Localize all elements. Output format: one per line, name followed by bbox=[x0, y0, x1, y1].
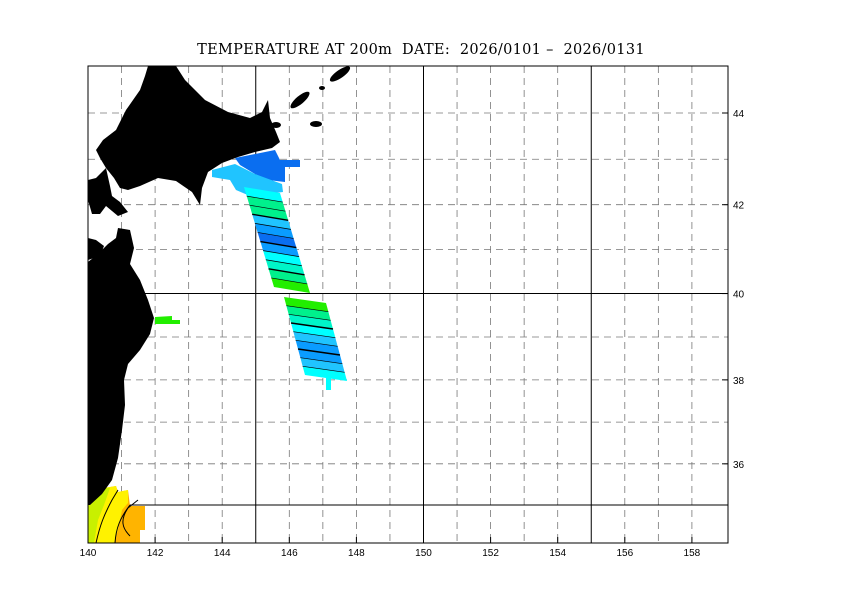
y-tick-label: 40 bbox=[733, 290, 745, 301]
kuril-island bbox=[329, 66, 351, 82]
south-transect-cell bbox=[284, 297, 329, 312]
south-transect-cell bbox=[298, 349, 343, 364]
x-tick-label: 150 bbox=[415, 548, 432, 559]
south-transect-cell bbox=[293, 331, 338, 347]
y-tick-label: 44 bbox=[733, 109, 745, 120]
north-transect-cell bbox=[246, 196, 286, 212]
x-tick-label: 146 bbox=[281, 548, 298, 559]
plot-frame bbox=[87, 65, 729, 544]
y-tick-label: 42 bbox=[733, 201, 745, 212]
field-patch bbox=[155, 316, 180, 324]
x-tick-label: 152 bbox=[482, 548, 499, 559]
north-transect-cell bbox=[257, 232, 297, 248]
contour-line bbox=[297, 348, 341, 356]
south-transect-cell bbox=[300, 357, 345, 373]
contour-line bbox=[257, 232, 294, 239]
contour-line bbox=[302, 365, 345, 373]
kuril-island bbox=[271, 122, 281, 128]
hokkaido bbox=[96, 66, 280, 205]
north-transect-cell bbox=[260, 241, 300, 257]
temperature-field bbox=[88, 150, 347, 543]
grid-lines bbox=[88, 66, 728, 543]
y-tick-label: 38 bbox=[733, 376, 745, 387]
contour-line bbox=[286, 305, 329, 313]
north-transect-cell bbox=[244, 187, 283, 203]
contour-line bbox=[295, 339, 338, 347]
north-transect-cell bbox=[254, 223, 294, 239]
contour-line bbox=[122, 499, 139, 537]
oshima-peninsula bbox=[88, 168, 128, 216]
contour-line bbox=[95, 489, 119, 543]
contour-line bbox=[260, 240, 297, 249]
contour-line bbox=[246, 195, 283, 203]
field-patch bbox=[212, 164, 283, 196]
south-transect-cell bbox=[286, 305, 331, 321]
field-patch bbox=[235, 150, 300, 182]
north-transect-cell bbox=[263, 250, 302, 266]
kuril-island bbox=[290, 91, 310, 109]
contour-line bbox=[249, 204, 286, 212]
contour-line bbox=[268, 268, 305, 276]
south-transect-cell bbox=[295, 340, 340, 355]
x-tick-label: 156 bbox=[616, 548, 633, 559]
y-tick-label: 36 bbox=[733, 460, 745, 471]
kuril-island bbox=[310, 121, 322, 127]
chart-title: TEMPERATURE AT 200m DATE: 2026/0101 – 20… bbox=[197, 42, 645, 58]
contour-line bbox=[263, 250, 300, 257]
shimokita bbox=[88, 238, 104, 260]
land-mass bbox=[88, 66, 351, 505]
north-transect-cell bbox=[268, 268, 308, 284]
x-tick-label: 140 bbox=[80, 548, 97, 559]
contour-line bbox=[271, 277, 308, 285]
field-patch bbox=[326, 376, 331, 390]
contour-line bbox=[254, 223, 291, 230]
contour-line bbox=[300, 357, 343, 365]
north-transect-cell bbox=[271, 277, 310, 293]
contour-line bbox=[288, 313, 331, 321]
south-transect-cell bbox=[302, 366, 347, 381]
north-transect-cell bbox=[252, 214, 291, 230]
south-transect-cell bbox=[291, 323, 336, 338]
x-tick-label: 154 bbox=[549, 548, 566, 559]
north-transect-cell bbox=[249, 205, 289, 221]
x-tick-label: 148 bbox=[348, 548, 365, 559]
honshu bbox=[88, 228, 154, 505]
north-transect-cell bbox=[265, 259, 305, 275]
contour-line bbox=[265, 259, 302, 267]
contour-line bbox=[293, 331, 336, 339]
axis-ticks: 140 142 144 146 148 150 152 154 156 158 44 42 40 38 36 bbox=[80, 109, 745, 559]
x-tick-label: 158 bbox=[684, 548, 701, 559]
x-tick-label: 142 bbox=[147, 548, 164, 559]
contour-line bbox=[290, 322, 334, 330]
south-transect-cell bbox=[288, 314, 333, 329]
kuril-island bbox=[319, 86, 325, 90]
x-tick-label: 144 bbox=[214, 548, 231, 559]
contour-line bbox=[252, 213, 289, 221]
